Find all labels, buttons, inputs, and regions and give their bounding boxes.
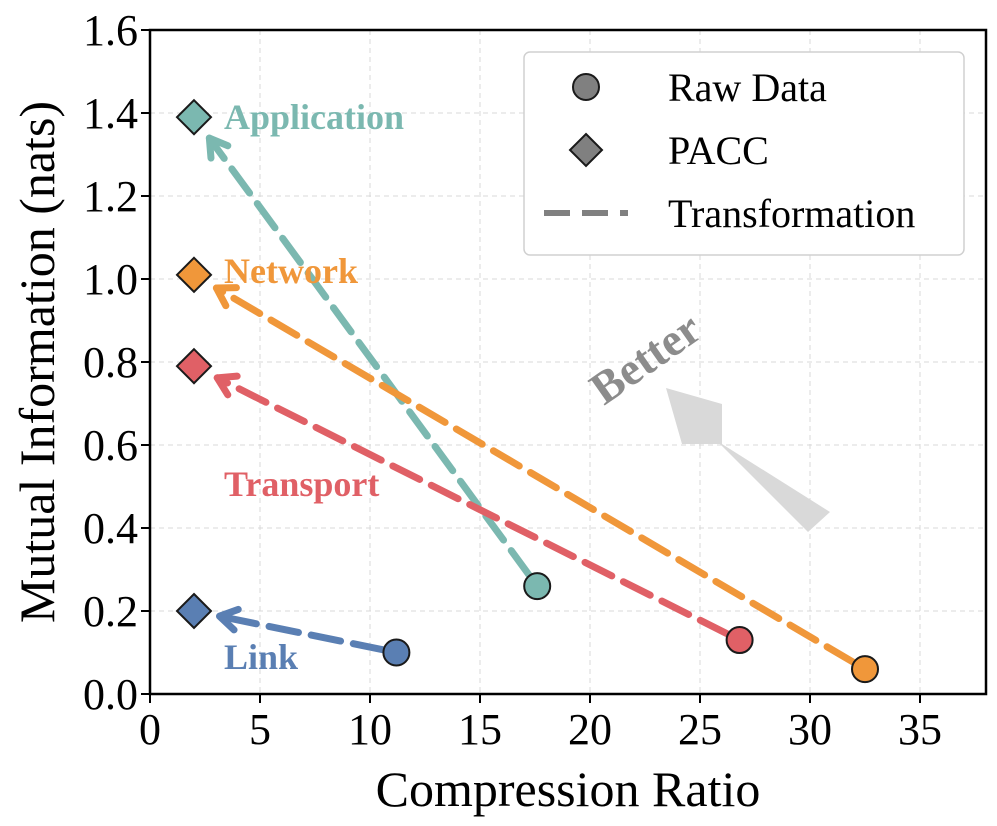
network-pacc-point: [175, 256, 213, 294]
y-axis: 0.0 0.2 0.4 0.6 0.8 1.0 1.2 1.4 1.6: [83, 6, 150, 719]
application-raw-point: [523, 572, 552, 601]
legend-pacc-marker: [568, 132, 604, 168]
x-tick-label: 20: [568, 705, 612, 754]
x-axis-title: Compression Ratio: [376, 761, 761, 817]
better-arrow: [666, 388, 830, 532]
transport-arrowhead: [213, 372, 241, 399]
better-annotation: Better: [580, 302, 830, 532]
y-tick-label: 1.2: [83, 172, 138, 221]
y-tick-label: 0.4: [83, 504, 138, 553]
legend-box: [523, 51, 965, 256]
transport-label: Transport: [224, 464, 379, 504]
application-arrowhead: [205, 134, 232, 162]
y-tick-label: 0.8: [83, 338, 138, 387]
x-tick-label: 0: [139, 705, 161, 754]
network-raw-point: [851, 655, 879, 684]
transport-transformation-line: [213, 374, 731, 638]
x-tick-label: 25: [678, 705, 722, 754]
y-tick-label: 1.4: [83, 89, 138, 138]
legend-transform-label: Transformation: [668, 191, 915, 236]
label-layer: Application Network Transport Link: [224, 97, 404, 677]
link-pacc-point: [175, 592, 213, 630]
y-axis-title: Mutual Information (nats): [9, 101, 65, 623]
x-tick-label: 30: [788, 705, 832, 754]
legend-raw-marker: [572, 73, 600, 101]
application-pacc-point: [175, 98, 213, 136]
transport-pacc-point: [175, 347, 213, 385]
network-arrowhead: [212, 284, 240, 310]
transport-raw-point: [725, 626, 754, 655]
legend: Raw Data PACC Transformation: [523, 51, 965, 256]
link-raw-point: [382, 638, 411, 667]
y-tick-label: 0.0: [83, 670, 138, 719]
x-axis: 0 5 10 15 20 25 30 35: [139, 694, 942, 754]
network-label: Network: [224, 251, 358, 291]
x-tick-label: 15: [458, 705, 502, 754]
marker-layer: [175, 98, 879, 684]
x-tick-label: 10: [348, 705, 392, 754]
y-tick-label: 1.6: [83, 6, 138, 55]
application-transformation-line: [205, 134, 533, 579]
y-tick-label: 0.6: [83, 421, 138, 470]
legend-raw-label: Raw Data: [668, 65, 827, 110]
link-arrowhead: [215, 605, 242, 634]
application-label: Application: [224, 97, 404, 137]
network-transformation-line: [212, 284, 857, 666]
series-layer: [205, 134, 857, 666]
y-tick-label: 1.0: [83, 255, 138, 304]
x-tick-label: 35: [898, 705, 942, 754]
link-transformation-line: [215, 612, 387, 654]
y-tick-label: 0.2: [83, 587, 138, 636]
legend-pacc-label: PACC: [668, 128, 769, 173]
link-label: Link: [224, 637, 298, 677]
x-tick-label: 5: [249, 705, 271, 754]
